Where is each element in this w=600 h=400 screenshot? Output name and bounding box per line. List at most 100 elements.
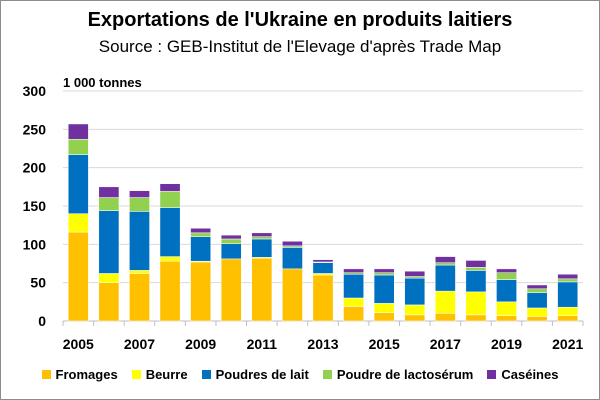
bar-segment-poudre-de-lactos-rum [526, 288, 548, 293]
bar-segment-cas-ines [496, 268, 517, 273]
bar-segment-beurre [98, 273, 120, 283]
bar-segment-beurre [343, 297, 364, 307]
legend-label: Poudres de lait [215, 367, 309, 382]
bar-segment-fromages [129, 273, 150, 322]
bar-segment-poudre-de-lactos-rum [220, 238, 242, 244]
x-tick-label: 2009 [185, 336, 216, 352]
legend-label: Fromages [55, 367, 118, 382]
bar-segment-cas-ines [98, 186, 120, 198]
bar-segment-poudre-de-lactos-rum [159, 191, 181, 208]
x-tick-label: 2007 [124, 336, 155, 352]
bar-segment-beurre [526, 307, 548, 317]
bar-segment-poudre-de-lactos-rum [67, 139, 89, 155]
bar-segment-poudres-de-lait [129, 211, 150, 271]
legend-swatch [41, 370, 51, 379]
bar-segment-cas-ines [282, 241, 303, 247]
bar-segment-cas-ines [526, 284, 548, 290]
bar-segment-fromages [526, 316, 548, 322]
bar-segment-fromages [67, 231, 89, 322]
bar-segment-cas-ines [220, 234, 242, 240]
bar-segment-poudres-de-lait [343, 273, 364, 299]
bar-segment-fromages [373, 312, 395, 322]
x-tick-label: 2013 [307, 336, 338, 352]
bar-segment-fromages [404, 314, 426, 322]
bar-segment-fromages [496, 315, 517, 322]
bar-segment-poudres-de-lait [251, 238, 273, 258]
y-tick-label: 200 [23, 160, 47, 176]
legend-item: Poudre de lactosérum [322, 367, 474, 382]
bar-segment-cas-ines [435, 256, 456, 263]
legend-item: Poudres de lait [201, 367, 309, 382]
bar-segment-poudres-de-lait [373, 274, 395, 304]
bar-segment-fromages [343, 306, 364, 322]
bar-segment-poudre-de-lactos-rum [129, 197, 150, 212]
bar-segment-cas-ines [404, 270, 426, 277]
bar-segment-beurre [373, 303, 395, 313]
bar-segment-poudre-de-lactos-rum [435, 262, 456, 266]
bar-segment-cas-ines [67, 123, 89, 140]
bar-segment-fromages [282, 268, 303, 322]
bar-segment-poudres-de-lait [404, 277, 426, 306]
x-tick-label: 2021 [552, 336, 583, 352]
bar-segment-cas-ines [312, 259, 334, 263]
bar-segment-beurre [496, 301, 517, 316]
bar-segment-cas-ines [465, 260, 487, 268]
y-tick-label: 100 [23, 236, 47, 252]
bar-segment-poudres-de-lait [282, 247, 303, 270]
legend-swatch [201, 370, 211, 379]
bar-segment-cas-ines [343, 268, 364, 273]
bar-segment-poudres-de-lait [526, 292, 548, 309]
bar-segment-cas-ines [190, 227, 211, 234]
bar-segment-poudres-de-lait [557, 281, 579, 308]
bar-segment-poudres-de-lait [159, 207, 181, 257]
bar-segment-poudre-de-lactos-rum [251, 236, 273, 240]
bar-segment-fromages [190, 261, 211, 322]
y-axis-unit-label: 1 000 tonnes [63, 75, 142, 90]
bar-segment-fromages [312, 274, 334, 322]
chart-subtitle: Source : GEB-Institut de l'Elevage d'apr… [98, 37, 502, 56]
bar-segment-poudre-de-lactos-rum [496, 272, 517, 280]
legend-item: Beurre [131, 367, 188, 382]
bar-segment-beurre [129, 270, 150, 274]
bar-segment-poudres-de-lait [67, 154, 89, 214]
bar-segment-fromages [220, 258, 242, 322]
bar-segment-beurre [557, 306, 579, 316]
legend-label: Caséines [501, 367, 559, 382]
x-tick-label: 2019 [491, 336, 522, 352]
bar-segment-poudres-de-lait [435, 264, 456, 292]
legend-label: Beurre [145, 367, 188, 382]
legend-swatch [322, 370, 332, 379]
y-tick-label: 50 [30, 275, 46, 291]
bar-segment-cas-ines [557, 273, 579, 280]
x-tick-label: 2017 [430, 336, 461, 352]
legend-swatch [131, 370, 141, 379]
y-tick-label: 300 [23, 83, 47, 99]
bar-segment-poudres-de-lait [465, 270, 487, 293]
bar-segment-beurre [159, 256, 181, 262]
bar-segment-beurre [67, 213, 89, 233]
legend-item: Fromages [41, 367, 118, 382]
bar-segment-fromages [98, 282, 120, 322]
bar-segment-cas-ines [129, 190, 150, 198]
bar-segment-fromages [557, 315, 579, 322]
bar-segment-cas-ines [373, 268, 395, 273]
y-tick-label: 0 [38, 313, 46, 329]
bar-segment-beurre [435, 290, 456, 314]
legend: Fromages Beurre Poudres de lait Poudre de l… [1, 367, 599, 382]
bar-segment-poudres-de-lait [312, 262, 334, 274]
bar-segment-beurre [404, 304, 426, 316]
legend-swatch [487, 370, 497, 379]
x-tick-label: 2015 [369, 336, 400, 352]
chart-title: Exportations de l'Ukraine en produits la… [87, 9, 513, 31]
bar-segment-poudres-de-lait [220, 243, 242, 260]
bar-segment-fromages [435, 313, 456, 322]
legend-item: Caséines [487, 367, 558, 382]
bar-segment-poudre-de-lactos-rum [98, 197, 120, 211]
bar-segment-poudres-de-lait [496, 279, 517, 303]
legend-label: Poudre de lactosérum [336, 367, 474, 382]
bar-segment-cas-ines [251, 232, 273, 237]
x-tick-label: 2005 [63, 336, 94, 352]
bar-segment-beurre [465, 291, 487, 316]
